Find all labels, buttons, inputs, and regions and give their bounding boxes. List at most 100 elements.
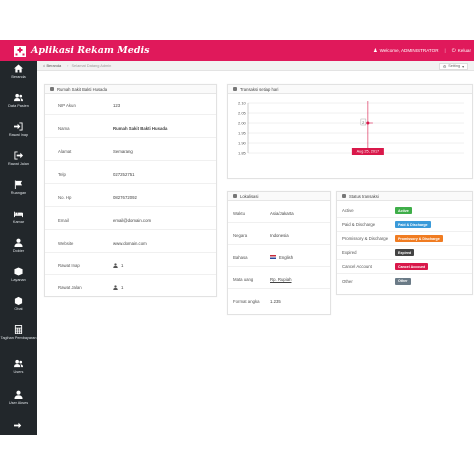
status-row: Paid & Discharge Paid & Discharge <box>337 218 472 232</box>
user-icon: ♟ <box>373 47 378 54</box>
profile-title: Rumah Sakit Bakti Husada <box>57 86 108 92</box>
row-value: email@domain.com <box>113 217 152 223</box>
sidebar-item-beranda[interactable]: Beranda <box>0 64 37 79</box>
profile-row: NIP Akun 123 <box>45 97 216 115</box>
row-key: Rawat Jalan <box>58 285 82 291</box>
chart-title: Transaksi setiap hari <box>240 86 279 92</box>
location-row: Waktu Asia/Jakarta <box>228 205 330 223</box>
location-row: Format angka 1.235 <box>228 293 330 311</box>
tooltip-label: Aug 25, 2017 <box>357 150 380 154</box>
status-row: Other Other <box>337 274 472 288</box>
row-key: Rawat Inap <box>58 262 80 268</box>
sidebar-item-rawat-jalan[interactable]: Rawat Jalan <box>0 151 37 166</box>
rawat-jalan-count: 1 <box>121 285 124 291</box>
globe-icon <box>233 194 237 198</box>
status-panel: Status transaksi Active Active Paid & Disc… <box>336 191 473 295</box>
status-badge: Paid & Discharge <box>395 221 431 228</box>
location-row: Mata uang Rp. Rupiah <box>228 271 330 289</box>
user-md-icon <box>14 238 23 247</box>
status-key: Paid & Discharge <box>342 222 376 227</box>
sidebar-item-kamar[interactable]: Kamar <box>0 209 37 224</box>
gear-icon: ⚙ <box>442 64 447 69</box>
location-row: Bahasa English <box>228 249 330 267</box>
users-icon <box>14 93 23 102</box>
breadcrumb: ⌂ Beranda › Selamat Datang Admin ⚙ Setti… <box>37 61 474 71</box>
location-title: Lokalisasi <box>240 193 259 199</box>
top-header: Aplikasi Rekam Medis ♟ Welcome, ADMINIST… <box>0 40 474 61</box>
row-value: Asia/Jakarta <box>270 210 294 216</box>
cubes-icon <box>14 267 23 276</box>
setting-label: Setting <box>448 64 461 68</box>
sidebar-label: Rawat Jalan <box>8 162 29 166</box>
currency-link[interactable]: Rp. Rupiah <box>270 276 292 282</box>
status-badge: Other <box>395 277 411 285</box>
profile-panel: Rumah Sakit Bakti Husada NIP Akun 123 Nam… <box>44 84 217 297</box>
row-key: Nama <box>58 125 70 131</box>
user-icon <box>113 263 118 268</box>
row-key: Waktu <box>233 210 246 216</box>
row-value: Indonesia <box>270 232 289 238</box>
sidebar-item-tagihan[interactable]: Tagihan Pembayaran <box>0 325 37 340</box>
breadcrumb-home-link[interactable]: ⌂ Beranda <box>43 63 62 68</box>
row-value: 0827672092 <box>113 194 137 200</box>
sign-in-icon <box>14 122 23 131</box>
status-key: Promissory & Discharge <box>342 236 389 241</box>
uk-flag-icon <box>270 255 276 260</box>
profile-row: Rawat Inap 1 <box>45 257 216 275</box>
bed-icon <box>14 211 23 218</box>
logout-link[interactable]: ⏻ Keluar <box>452 48 471 54</box>
sidebar-item-data-pasien[interactable]: Data Pasien <box>0 93 37 108</box>
sidebar-item-dokter[interactable]: Dokter <box>0 238 37 253</box>
sidebar-label: Obat <box>14 307 23 311</box>
profile-row: Website www.domain.com <box>45 235 216 253</box>
breadcrumb-separator: › <box>67 63 69 68</box>
sidebar-label: Dokter <box>12 249 25 253</box>
sidebar-label: Users <box>13 370 24 374</box>
y-tick-label: 1.90 <box>238 140 247 145</box>
sidebar: Beranda Data Pasien Rawat Inap Rawat Jal… <box>0 61 37 435</box>
location-row: Negara Indonesia <box>228 227 330 245</box>
row-value: Rumah Sakit Bakti Husada <box>113 125 168 131</box>
status-badge: Cancel Account <box>395 263 429 270</box>
sidebar-item-ruangan[interactable]: Ruangan <box>0 180 37 195</box>
calculator-icon <box>14 325 23 334</box>
row-value: 1 <box>113 285 124 291</box>
status-title: Status transaksi <box>349 193 379 199</box>
list-icon <box>342 194 346 198</box>
y-tick-label: 2.05 <box>238 110 247 115</box>
welcome-link[interactable]: ♟ Welcome, ADMINISTRATOR <box>373 48 438 54</box>
sidebar-label: Beranda <box>11 75 26 79</box>
hospital-icon <box>14 45 26 57</box>
status-value: Other <box>395 277 411 285</box>
profile-row: Nama Rumah Sakit Bakti Husada <box>45 120 216 138</box>
point-label: 2 <box>362 120 365 125</box>
chart-panel-header: Transaksi setiap hari <box>228 85 472 94</box>
sidebar-label: Kamar <box>12 220 25 224</box>
status-panel-header: Status transaksi <box>337 192 472 201</box>
setting-button[interactable]: ⚙ Setting ▾ <box>438 62 468 70</box>
chart-panel: Transaksi setiap hari 2.10 2.05 2.00 1.95 1.… <box>227 84 473 179</box>
sidebar-item-users[interactable]: Users <box>0 359 37 374</box>
sidebar-item-layanan[interactable]: Layanan <box>0 267 37 282</box>
brand[interactable]: Aplikasi Rekam Medis <box>0 45 149 57</box>
logout-icon <box>14 422 22 429</box>
sidebar-label: Layanan <box>11 278 26 282</box>
row-key: Alamat <box>58 148 72 154</box>
row-value: 1.235 <box>270 299 281 305</box>
sidebar-item-logout[interactable] <box>0 421 37 432</box>
sidebar-item-rawat-inap[interactable]: Rawat Inap <box>0 122 37 137</box>
row-key: Negara <box>233 232 248 238</box>
user-icon <box>113 285 118 291</box>
profile-row: Alamat Semarang <box>45 143 216 161</box>
sidebar-label: User Akses <box>8 401 29 405</box>
status-value: Active <box>395 207 412 214</box>
sidebar-item-user-akses[interactable]: User Akses <box>0 390 37 405</box>
profile-row: Rawat Jalan 1 <box>45 279 216 297</box>
profile-panel-header: Rumah Sakit Bakti Husada <box>45 85 216 94</box>
sidebar-item-obat[interactable]: Obat <box>0 296 37 311</box>
welcome-text: Welcome, ADMINISTRATOR <box>379 48 439 53</box>
tooltip-box <box>351 148 384 155</box>
status-key: Other <box>342 278 353 284</box>
row-key: Format angka <box>233 299 260 305</box>
